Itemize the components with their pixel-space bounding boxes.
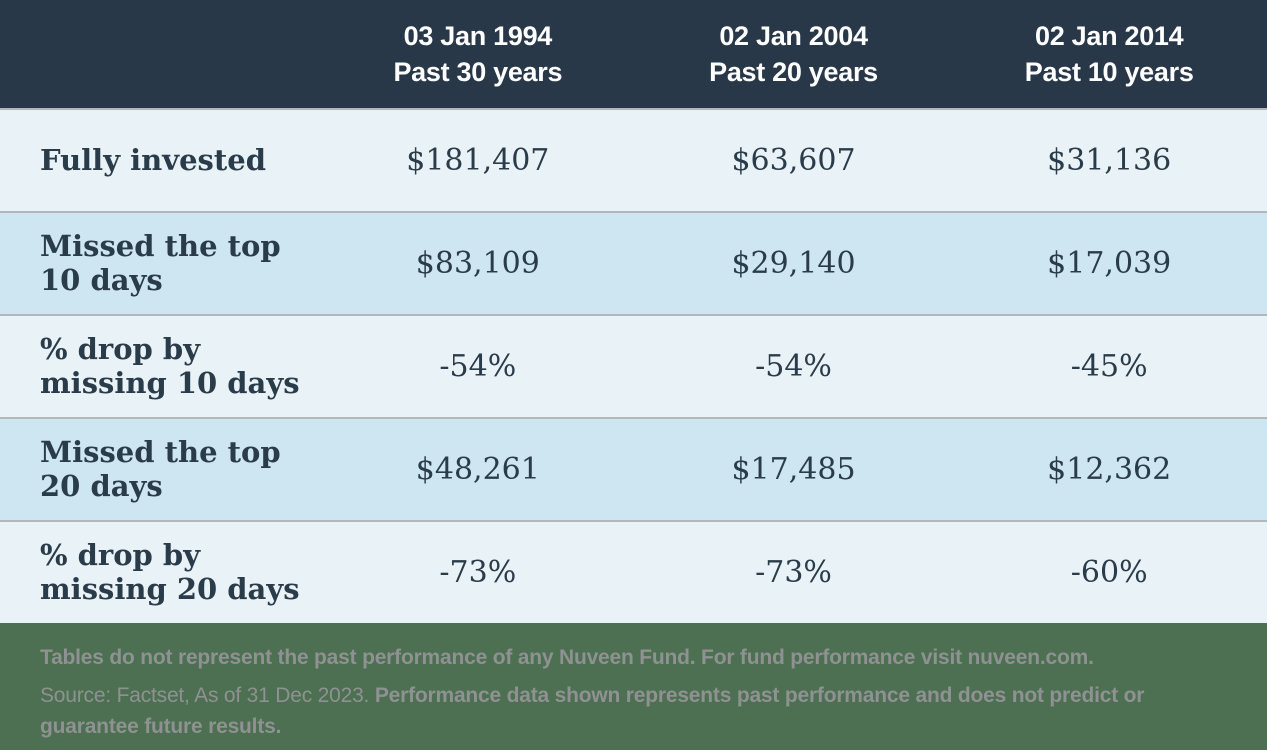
column-header-past-10-years: 02 Jan 2014 Past 10 years (951, 18, 1267, 90)
column-header-period: Past 10 years (1024, 57, 1194, 87)
disclaimer-line-1: Tables do not represent the past perform… (40, 646, 1094, 669)
disclaimer-line-2: Source: Factset, As of 31 Dec 2023. Perf… (40, 681, 1227, 742)
row-label: Missed the top 20 days (40, 435, 281, 503)
value-cell: $181,407 (406, 143, 550, 178)
value-cell: -73% (439, 555, 517, 590)
row-label: Missed the top 10 days (40, 229, 281, 297)
table-header-row: 03 Jan 1994 Past 30 years 02 Jan 2004 Pa… (0, 0, 1267, 108)
value-cell: -45% (1070, 349, 1148, 384)
value-cell: -73% (755, 555, 832, 590)
column-header-date: 02 Jan 2004 (719, 21, 868, 51)
performance-disclaimer-text: Performance data shown represents past p… (40, 684, 1145, 738)
column-header-period: Past 30 years (393, 57, 563, 87)
table-row-missed-top-20-days: Missed the top 20 days $48,261 $17,485 $… (0, 417, 1267, 520)
source-text: Source: Factset, As of 31 Dec 2023. (40, 684, 370, 708)
column-header-past-30-years: 03 Jan 1994 Past 30 years (320, 18, 636, 90)
value-cell: -54% (439, 349, 517, 384)
table-row-missed-top-10-days: Missed the top 10 days $83,109 $29,140 $… (0, 211, 1267, 314)
row-label: % drop by missing 20 days (40, 538, 300, 606)
column-header-period: Past 20 years (709, 57, 878, 87)
table-row-pct-drop-missing-20-days: % drop by missing 20 days -73% -73% -60% (0, 520, 1267, 623)
value-cell: $83,109 (415, 246, 540, 281)
table-row-pct-drop-missing-10-days: % drop by missing 10 days -54% -54% -45% (0, 314, 1267, 417)
column-header-past-20-years: 02 Jan 2004 Past 20 years (636, 18, 952, 90)
value-cell: -54% (755, 349, 832, 384)
value-cell: $63,607 (731, 143, 856, 178)
table-row-fully-invested: Fully invested $181,407 $63,607 $31,136 (0, 108, 1267, 211)
column-header-date: 03 Jan 1994 (403, 21, 553, 51)
value-cell: $48,261 (415, 452, 540, 487)
value-cell: $12,362 (1047, 452, 1172, 487)
value-cell: -60% (1070, 555, 1148, 590)
row-label: % drop by missing 10 days (40, 332, 300, 400)
disclaimer-footer: Tables do not represent the past perform… (0, 623, 1267, 750)
value-cell: $17,039 (1047, 246, 1172, 281)
row-label: Fully invested (40, 142, 266, 177)
value-cell: $17,485 (731, 452, 856, 487)
value-cell: $29,140 (731, 246, 856, 281)
value-cell: $31,136 (1047, 143, 1172, 178)
column-header-date: 02 Jan 2014 (1035, 21, 1184, 51)
